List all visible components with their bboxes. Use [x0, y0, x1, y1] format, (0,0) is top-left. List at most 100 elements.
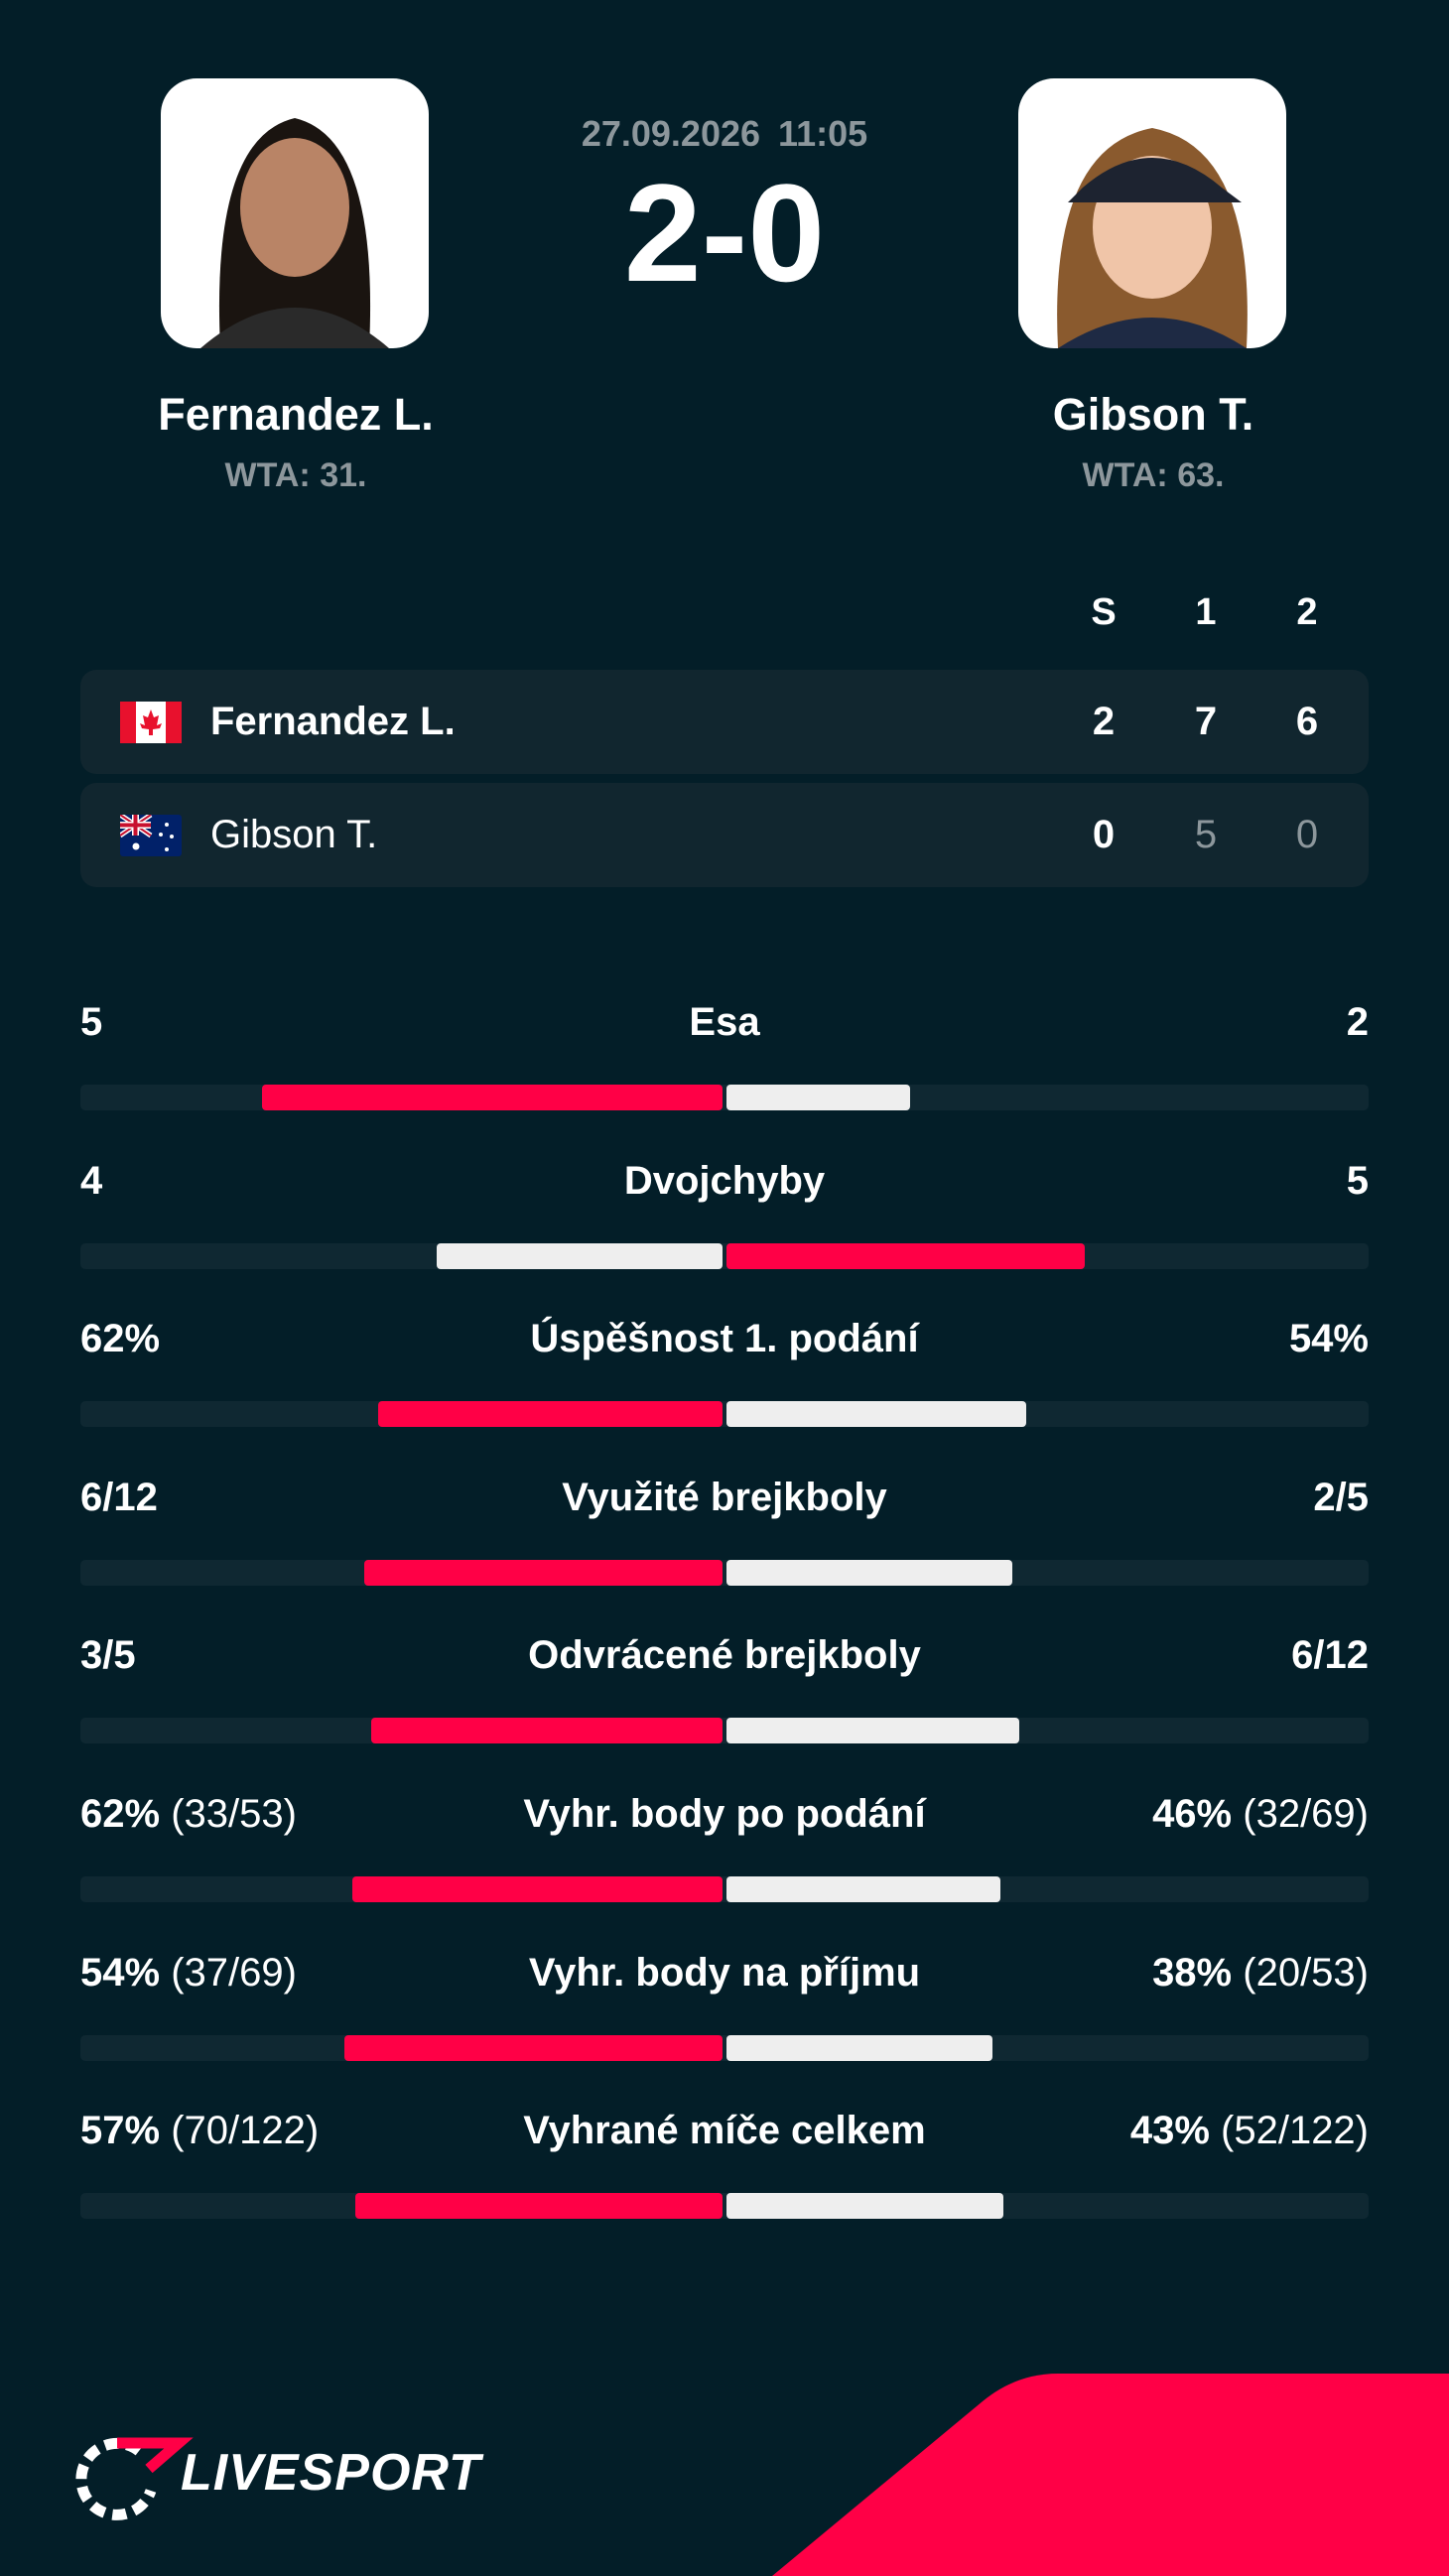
player-name: Gibson T.	[1052, 389, 1254, 440]
stat-away-value: 6/12	[1291, 1633, 1369, 1678]
bar-away	[726, 1559, 1013, 1586]
stat-away: 2/5	[1313, 1476, 1369, 1520]
bar-home	[364, 1559, 723, 1586]
bar-track	[80, 1242, 1369, 1269]
player-rank: WTA: 31.	[224, 456, 367, 494]
stat-home: 57% (70/122)	[80, 2109, 319, 2153]
stat-label: Esa	[689, 1000, 760, 1044]
stat-away-value: 38%	[1152, 1950, 1233, 1995]
bar-track	[80, 2034, 1369, 2061]
player-rank: WTA: 63.	[1082, 456, 1225, 494]
stat-away-detail: (52/122)	[1221, 2109, 1369, 2153]
stat-home-detail: (33/53)	[171, 1792, 297, 1836]
match-time: 11:05	[778, 113, 868, 154]
stat-label: Vyhrané míče celkem	[523, 2109, 926, 2153]
set-score: 0	[1092, 813, 1116, 856]
stat-away-detail: (32/69)	[1243, 1792, 1369, 1836]
bar-home	[344, 2034, 723, 2061]
stat-home: 6/12	[80, 1476, 158, 1520]
row-name: Fernandez L.	[210, 700, 456, 743]
flag-australia	[120, 815, 182, 856]
player-photo	[1018, 78, 1286, 348]
row-name: Gibson T.	[210, 813, 378, 856]
set-header: S	[1091, 591, 1117, 633]
photo-placeholder	[200, 118, 389, 348]
stat-home-value: 62%	[80, 1792, 161, 1836]
set-header: 1	[1195, 591, 1217, 633]
stat-home-value: 57%	[80, 2109, 161, 2153]
stat-away-value: 5	[1346, 1158, 1369, 1203]
stat-home: 5	[80, 1000, 102, 1045]
stat-home: 3/5	[80, 1633, 136, 1678]
stat-away-value: 43%	[1129, 2109, 1210, 2153]
player-name: Fernandez L.	[158, 389, 434, 440]
brand-name: LIVESPORT	[181, 2444, 481, 2502]
stat-home: 54% (37/69)	[80, 1951, 297, 1996]
stat-home-detail: (37/69)	[171, 1950, 297, 1995]
stat-label: Vyhr. body na příjmu	[528, 1950, 921, 1995]
bar-home	[436, 1242, 723, 1269]
bar-track	[80, 1876, 1369, 1902]
bar-away	[726, 2193, 1004, 2220]
set-score: 2	[1092, 700, 1116, 743]
bar-track	[80, 1559, 1369, 1586]
bar-track	[80, 1401, 1369, 1428]
stat-home-value: 4	[80, 1158, 103, 1203]
bar-track	[80, 2193, 1369, 2220]
set-score: 0	[1295, 813, 1319, 856]
stat-home: 62% (33/53)	[80, 1792, 297, 1837]
stat-label: Využité brejkboly	[562, 1475, 887, 1519]
match-date: 27.09.2026	[581, 113, 761, 154]
bar-home	[371, 1718, 723, 1744]
flag-canada	[120, 702, 182, 743]
logo-icon	[75, 2437, 194, 2520]
stat-home: 4	[80, 1159, 102, 1204]
stat-home-value: 6/12	[80, 1475, 158, 1519]
bar-home	[262, 1085, 723, 1110]
stat-home: 62%	[80, 1317, 160, 1361]
photo-placeholder	[1057, 128, 1248, 348]
stat-away-value: 2	[1346, 1000, 1369, 1044]
score-row: Fernandez L. 2 7 6	[80, 670, 1369, 774]
stat-away: 5	[1347, 1159, 1369, 1204]
stat-away: 2	[1347, 1000, 1369, 1045]
stat-away: 43% (52/122)	[1130, 2109, 1369, 2153]
match-score: 2-0	[623, 155, 826, 311]
stat-label: Dvojchyby	[623, 1158, 826, 1203]
stat-label: Úspěšnost 1. podání	[530, 1317, 919, 1361]
stat-home-value: 62%	[80, 1317, 161, 1361]
set-score: 7	[1194, 700, 1218, 743]
bar-track	[80, 1718, 1369, 1744]
bar-home	[355, 2193, 723, 2220]
set-score: 5	[1194, 813, 1218, 856]
player-photo	[161, 78, 429, 348]
bar-home	[352, 1876, 723, 1902]
bar-away	[726, 1876, 1001, 1902]
stat-away: 54%	[1289, 1317, 1369, 1361]
stat-home-value: 5	[80, 1000, 103, 1044]
bar-away	[726, 1085, 911, 1110]
stat-label: Odvrácené brejkboly	[528, 1633, 921, 1678]
bar-away	[726, 1401, 1027, 1428]
stat-home-value: 54%	[80, 1950, 161, 1995]
stat-home-value: 3/5	[80, 1633, 136, 1678]
match-datetime: 27.09.2026 11:05	[427, 113, 1022, 155]
decor-shape	[772, 2374, 1449, 2576]
score-row: Gibson T. 0 5 0	[80, 783, 1369, 887]
stat-label: Vyhr. body po podání	[523, 1792, 926, 1836]
stat-away-detail: (20/53)	[1243, 1950, 1369, 1995]
bar-away	[726, 2034, 993, 2061]
bar-away	[726, 1718, 1019, 1744]
stat-away-value: 54%	[1288, 1317, 1369, 1361]
stat-away-value: 46%	[1152, 1792, 1233, 1836]
bar-home	[378, 1401, 723, 1428]
set-header: 2	[1296, 591, 1318, 633]
stat-away: 46% (32/69)	[1152, 1792, 1369, 1837]
stat-away-value: 2/5	[1313, 1475, 1369, 1519]
stat-away: 38% (20/53)	[1152, 1951, 1369, 1996]
stat-away: 6/12	[1291, 1633, 1369, 1678]
bar-away	[726, 1242, 1085, 1269]
stat-home-detail: (70/122)	[171, 2109, 320, 2153]
